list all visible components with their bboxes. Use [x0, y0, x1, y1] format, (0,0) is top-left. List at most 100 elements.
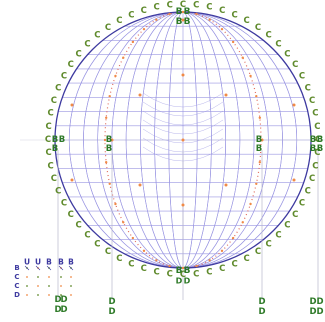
ring-marker-c: C — [47, 161, 53, 171]
ring-marker-c: C — [284, 49, 290, 59]
legend-cell-dot — [26, 294, 28, 296]
bottom-cap-marker: B — [184, 266, 191, 276]
ring-marker-c: C — [219, 6, 225, 16]
accent-dot — [181, 203, 185, 207]
accent-dot — [255, 182, 258, 185]
ring-marker-c: C — [46, 148, 52, 158]
top-cap-marker: B — [184, 17, 191, 27]
accent-dot — [224, 93, 228, 97]
legend-row-label: B — [14, 264, 19, 272]
bottom-cap-marker: D — [176, 277, 183, 286]
ring-markers: C C C C CCCCCCCCCCCCCCCCCCCCCCCCCCCCCCCCCCCC… — [45, 0, 321, 280]
accent-dot — [168, 264, 171, 268]
legend-cell-dot — [70, 285, 72, 287]
legend-cell-dot — [48, 285, 50, 287]
side-marker-b: B — [256, 144, 262, 154]
legend-cell-dot — [60, 276, 62, 278]
grid-curve — [142, 101, 224, 117]
side-marker-b: B — [106, 144, 112, 154]
accent-dot — [258, 161, 262, 164]
ring-marker-c: C — [68, 60, 74, 70]
accent-dot — [104, 161, 108, 164]
legend-cell-dot — [70, 294, 72, 296]
accent-dot — [108, 182, 111, 185]
ring-marker-c: C — [255, 23, 261, 33]
ring-marker-c: C — [284, 221, 290, 231]
legend-tick — [58, 265, 64, 271]
accent-dot — [241, 56, 244, 59]
ring-marker-c: C — [305, 83, 311, 93]
accent-dot — [292, 178, 296, 182]
accent-dot — [131, 236, 135, 240]
bottom-marker-d: D — [60, 305, 67, 315]
side-marker-b: B — [256, 135, 262, 145]
accent-dot — [231, 236, 235, 240]
accent-dot — [255, 95, 258, 98]
ring-marker-c: C — [84, 40, 90, 50]
side-marker-b: B — [52, 135, 58, 145]
accent-dot — [208, 18, 211, 21]
accent-dot — [181, 18, 185, 22]
legend-cell-dot — [48, 276, 50, 278]
accent-dot — [155, 18, 158, 21]
legend-cell-dot — [48, 294, 50, 296]
leader-lines — [20, 139, 325, 300]
legend-row-label: D — [14, 291, 20, 299]
ring-marker-c: C — [61, 199, 67, 209]
bottom-marker-d: D — [309, 307, 316, 317]
accent-dot — [114, 202, 117, 206]
accent-dot — [249, 202, 252, 206]
accent-dot — [142, 27, 146, 31]
accent-dot — [114, 74, 117, 78]
accent-dot — [70, 178, 74, 182]
side-marker-b: B — [310, 144, 316, 154]
accent-dot — [231, 40, 235, 44]
grid-curve — [142, 119, 224, 135]
ring-marker-c: C — [76, 221, 82, 231]
top-cap-marker: B — [184, 7, 191, 17]
bottom-marker-d: D — [316, 297, 323, 307]
grid-curve — [142, 128, 224, 144]
legend-row-label: C — [14, 282, 19, 290]
accent-dot — [208, 259, 211, 262]
ring-marker-c: C — [94, 31, 100, 41]
top-cap-marker: B — [176, 17, 183, 27]
accent-dot — [108, 95, 111, 98]
bottom-cap-marker: B — [176, 266, 183, 276]
legend-cell-dot — [70, 276, 72, 278]
bottom-marker-d: D — [54, 295, 61, 305]
legend-cell-dot — [37, 285, 39, 287]
bottom-marker-d: D — [258, 307, 265, 317]
ring-marker-c: C — [219, 264, 225, 274]
ring-marker-c: C — [193, 1, 199, 11]
ring-marker-c: C — [105, 23, 111, 33]
accent-dot — [195, 264, 198, 268]
ring-marker-c: C — [292, 210, 298, 220]
ring-marker-c: C — [128, 260, 134, 270]
ring-marker-c: C — [61, 71, 67, 81]
ring-marker-c: C — [55, 83, 61, 93]
legend-header-label: U — [24, 258, 30, 267]
ring-marker-c: C — [116, 254, 122, 264]
accent-dot — [70, 103, 74, 107]
legend-cell-dot — [26, 276, 28, 278]
ring-marker-c: C — [309, 174, 315, 184]
legend-tick — [68, 265, 74, 271]
bottom-marker-d: D — [309, 297, 316, 307]
ring-marker-c: C — [299, 71, 305, 81]
ring-marker-c: C — [154, 267, 160, 277]
ring-marker-c: C — [309, 96, 315, 106]
ring-marker-c: C — [94, 239, 100, 249]
accent-dot — [110, 138, 114, 142]
accent-dot — [131, 40, 135, 44]
side-marker-b: B — [59, 135, 65, 145]
ring-marker-c: C — [167, 1, 173, 11]
ring-marker-c: C — [55, 187, 61, 197]
accent-dot — [138, 93, 142, 97]
legend-tick — [46, 265, 52, 271]
side-marker-b: B — [317, 144, 323, 154]
legend-header-label: B — [58, 258, 64, 267]
accent-dot — [181, 138, 185, 142]
ring-marker-c: C — [51, 96, 57, 106]
